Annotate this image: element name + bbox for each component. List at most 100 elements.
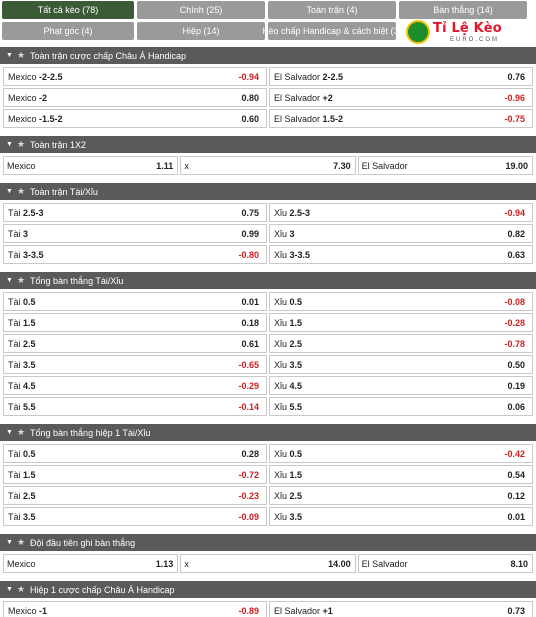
odds-cell[interactable]: Mexico -1.5-2 0.60 <box>3 109 267 128</box>
odds-value: 0.18 <box>241 317 259 328</box>
section-header[interactable]: ▼ ★ Tổng bàn thắng Tài/Xỉu <box>0 272 536 289</box>
odds-cell[interactable]: Xỉu 0.5 -0.08 <box>269 292 533 311</box>
odds-row: Tài 2.5 0.61 Xỉu 2.5 -0.78 <box>0 334 536 355</box>
star-icon[interactable]: ★ <box>16 50 26 60</box>
tab-full-match[interactable]: Toàn trận (4) <box>268 1 396 19</box>
odds-cell[interactable]: Tài 3-3.5 -0.80 <box>3 245 267 264</box>
odds-cell[interactable]: Xỉu 4.5 0.19 <box>269 376 533 395</box>
odds-cell[interactable]: Xỉu 2.5-3 -0.94 <box>269 203 533 222</box>
star-icon[interactable]: ★ <box>16 139 26 149</box>
collapse-arrow-icon[interactable]: ▼ <box>6 429 13 436</box>
section-header[interactable]: ▼ ★ Toàn trận 1X2 <box>0 136 536 153</box>
odds-cell[interactable]: Mexico -2 0.80 <box>3 88 267 107</box>
star-icon[interactable]: ★ <box>16 427 26 437</box>
tab-all-markets[interactable]: Tất cả kèo (78) <box>2 1 134 19</box>
odds-value: 0.75 <box>241 207 259 218</box>
selection-label: El Salvador +1 <box>274 606 333 616</box>
odds-cell[interactable]: El Salvador 8.10 <box>357 554 533 573</box>
odds-value: 0.80 <box>241 92 259 103</box>
odds-cell[interactable]: El Salvador 19.00 <box>357 156 533 175</box>
odds-cell[interactable]: Xỉu 5.5 0.06 <box>269 397 533 416</box>
odds-cell[interactable]: Tài 0.5 0.28 <box>3 444 267 463</box>
collapse-arrow-icon[interactable]: ▼ <box>6 141 13 148</box>
odds-cell[interactable]: Tài 2.5 0.61 <box>3 334 267 353</box>
odds-cell[interactable]: Xỉu 2.5 0.12 <box>269 486 533 505</box>
odds-value: -0.14 <box>238 401 259 412</box>
star-icon[interactable]: ★ <box>16 584 26 594</box>
odds-value: -0.94 <box>238 71 259 82</box>
odds-row: Tài 0.5 0.01 Xỉu 0.5 -0.08 <box>0 292 536 313</box>
section-header[interactable]: ▼ ★ Toàn trận Tài/Xỉu <box>0 183 536 200</box>
odds-cell[interactable]: Xỉu 2.5 -0.78 <box>269 334 533 353</box>
star-icon[interactable]: ★ <box>16 275 26 285</box>
odds-cell[interactable]: El Salvador +2 -0.96 <box>269 88 533 107</box>
odds-row: Tài 2.5-3 0.75 Xỉu 2.5-3 -0.94 <box>0 203 536 224</box>
tab-corners[interactable]: Phạt góc (4) <box>2 22 134 40</box>
selection-line: 3-3.5 <box>23 249 44 260</box>
odds-cell[interactable]: Tài 2.5 -0.23 <box>3 486 267 505</box>
odds-cell[interactable]: Tài 1.5 -0.72 <box>3 465 267 484</box>
star-icon[interactable]: ★ <box>16 186 26 196</box>
markets-list: ▼ ★ Toàn trận cược chấp Châu Á Handicap Mex… <box>0 47 536 617</box>
collapse-arrow-icon[interactable]: ▼ <box>6 188 13 195</box>
selection-name: Tài <box>8 380 21 391</box>
odds-cell[interactable]: Xỉu 0.5 -0.42 <box>269 444 533 463</box>
tab-goals[interactable]: Bàn thắng (14) <box>399 1 527 19</box>
tab-halves[interactable]: Hiệp (14) <box>137 22 265 40</box>
collapse-arrow-icon[interactable]: ▼ <box>6 277 13 284</box>
odds-cell[interactable]: Tài 3 0.99 <box>3 224 267 243</box>
odds-cell[interactable]: Xỉu 1.5 0.54 <box>269 465 533 484</box>
odds-cell[interactable]: Mexico -2-2.5 -0.94 <box>3 67 267 86</box>
collapse-arrow-icon[interactable]: ▼ <box>6 52 13 59</box>
odds-cell[interactable]: El Salvador +1 0.73 <box>269 601 533 617</box>
collapse-arrow-icon[interactable]: ▼ <box>6 586 13 593</box>
selection-name: El Salvador <box>361 558 408 569</box>
odds-cell[interactable]: Xỉu 3.5 0.50 <box>269 355 533 374</box>
odds-row: Tài 1.5 0.18 Xỉu 1.5 -0.28 <box>0 313 536 334</box>
odds-cell[interactable]: Tài 0.5 0.01 <box>3 292 267 311</box>
selection-label: Tài 1.5 <box>8 318 36 328</box>
odds-cell[interactable]: El Salvador 1.5-2 -0.75 <box>269 109 533 128</box>
selection-line: -1.5-2 <box>39 113 63 124</box>
selection-label: x <box>184 161 189 171</box>
odds-cell[interactable]: Mexico -1 -0.89 <box>3 601 267 617</box>
star-icon[interactable]: ★ <box>16 537 26 547</box>
section-header[interactable]: ▼ ★ Tổng bàn thắng hiệp 1 Tài/Xỉu <box>0 424 536 441</box>
odds-value: 0.01 <box>241 296 259 307</box>
section-header[interactable]: ▼ ★ Toàn trận cược chấp Châu Á Handicap <box>0 47 536 64</box>
selection-label: Tài 0.5 <box>8 449 36 459</box>
odds-value: 0.63 <box>507 249 525 260</box>
odds-value: -0.78 <box>504 338 525 349</box>
odds-cell[interactable]: Tài 3.5 -0.65 <box>3 355 267 374</box>
odds-cell[interactable]: Mexico 1.13 <box>3 554 179 573</box>
odds-cell[interactable]: Tài 2.5-3 0.75 <box>3 203 267 222</box>
selection-name: x <box>184 558 189 569</box>
selection-line: 3.5 <box>289 511 303 522</box>
odds-cell[interactable]: x 14.00 <box>180 554 356 573</box>
odds-value: 19.00 <box>505 160 528 171</box>
odds-cell[interactable]: x 7.30 <box>180 156 356 175</box>
selection-line: 2.5-3 <box>23 207 44 218</box>
odds-cell[interactable]: Tài 5.5 -0.14 <box>3 397 267 416</box>
market-section: ▼ ★ Toàn trận 1X2 Mexico 1.11 x 7.30 El Salvado… <box>0 136 536 177</box>
odds-cell[interactable]: Xỉu 3-3.5 0.63 <box>269 245 533 264</box>
odds-cell[interactable]: Xỉu 1.5 -0.28 <box>269 313 533 332</box>
odds-cell[interactable]: Xỉu 3 0.82 <box>269 224 533 243</box>
tab-handicap[interactable]: Kèo chấp Handicap & cách biệt (3) <box>262 22 402 40</box>
odds-cell[interactable]: Tài 1.5 0.18 <box>3 313 267 332</box>
odds-value: 8.10 <box>510 558 528 569</box>
section-header[interactable]: ▼ ★ Đội đầu tiên ghi bàn thắng <box>0 534 536 551</box>
tab-main[interactable]: Chính (25) <box>137 1 265 19</box>
selection-name: Mexico <box>8 113 37 124</box>
odds-cell[interactable]: Xỉu 3.5 0.01 <box>269 507 533 526</box>
odds-row: Mexico -1.5-2 0.60 El Salvador 1.5-2 -0.75 <box>0 109 536 130</box>
selection-label: Xỉu 3.5 <box>274 512 302 522</box>
section-header[interactable]: ▼ ★ Hiệp 1 cược chấp Châu Á Handicap <box>0 581 536 598</box>
odds-cell[interactable]: Tài 4.5 -0.29 <box>3 376 267 395</box>
selection-line: 3.5 <box>23 359 36 370</box>
selection-name: Mexico <box>7 558 36 569</box>
collapse-arrow-icon[interactable]: ▼ <box>6 539 13 546</box>
odds-cell[interactable]: El Salvador 2-2.5 0.76 <box>269 67 533 86</box>
odds-cell[interactable]: Tài 3.5 -0.09 <box>3 507 267 526</box>
odds-cell[interactable]: Mexico 1.11 <box>3 156 179 175</box>
